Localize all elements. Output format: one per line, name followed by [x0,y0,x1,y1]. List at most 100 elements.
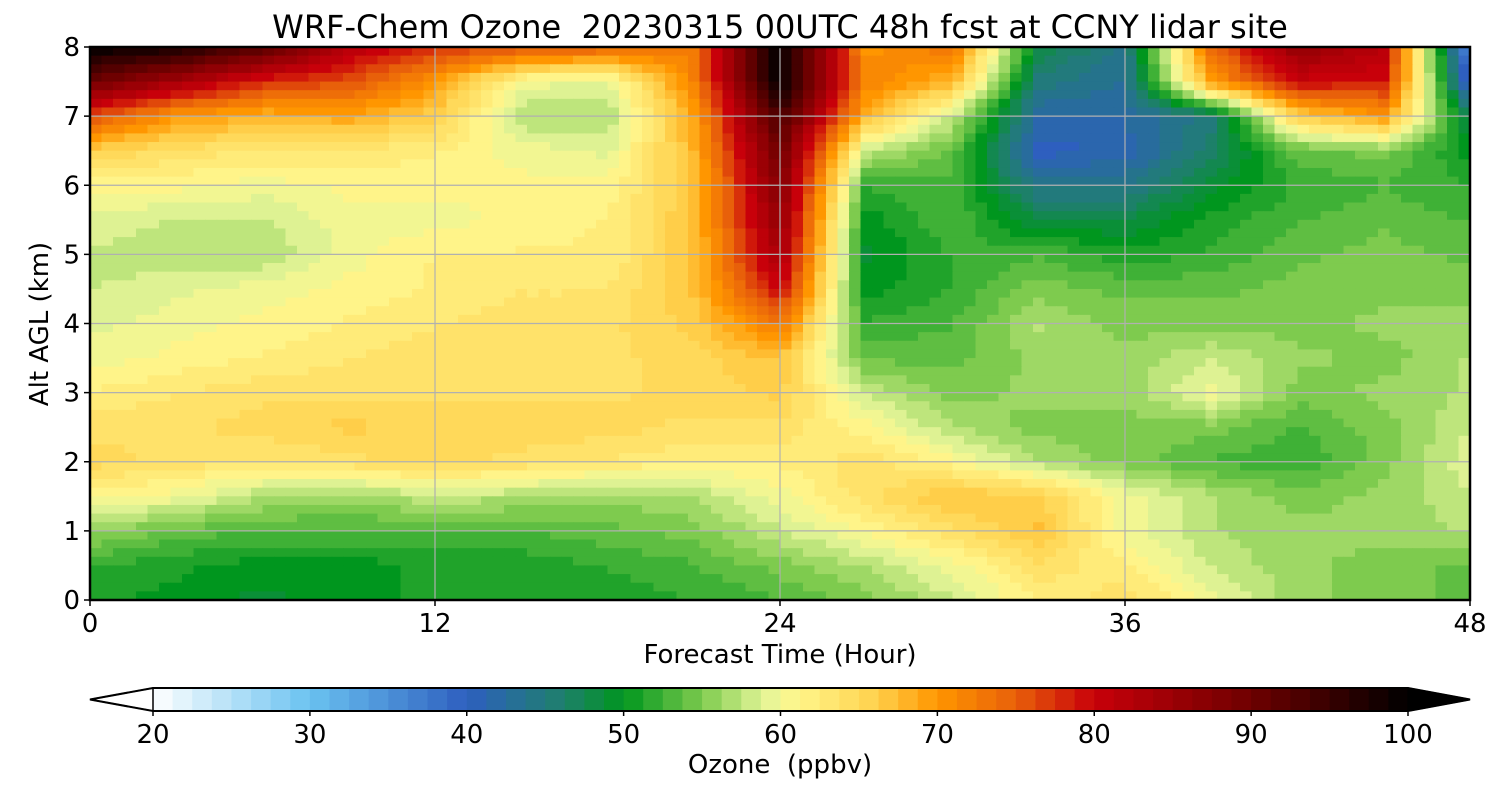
heatmap-cell [630,401,643,411]
heatmap-cell [1263,340,1276,351]
heatmap-cell [1010,150,1023,160]
heatmap-cell [630,280,643,290]
heatmap-cell [136,142,149,152]
heatmap-cell [1010,159,1023,169]
heatmap-cell [550,107,563,117]
heatmap-cell [745,349,758,359]
heatmap-cell [1378,124,1391,135]
heatmap-cell [1378,55,1391,65]
heatmap-cell [573,81,586,91]
heatmap-cell [1044,133,1057,143]
heatmap-cell [596,55,609,65]
heatmap-cell [1355,133,1368,143]
heatmap-cell [1286,107,1299,117]
heatmap-cell [1297,116,1310,126]
heatmap-cell [182,98,195,109]
heatmap-cell [653,98,666,109]
heatmap-cell [147,133,160,143]
heatmap-cell [699,366,712,376]
heatmap-cell [136,392,149,402]
heatmap-cell [676,90,689,100]
heatmap-cell [975,375,988,385]
heatmap-cell [653,358,666,368]
heatmap-cell [182,263,195,273]
heatmap-cell [1113,358,1126,368]
heatmap-cell [377,358,390,368]
heatmap-cell [1320,107,1333,117]
heatmap-cell [906,237,919,247]
heatmap-cell [768,64,781,74]
heatmap-cell [1113,280,1126,290]
heatmap-cell [435,98,448,109]
heatmap-cell [159,332,172,342]
heatmap-cell [1286,116,1299,126]
heatmap-cell [1113,150,1126,160]
heatmap-cell [147,392,160,402]
heatmap-cell [193,306,206,316]
heatmap-cell [170,90,183,100]
heatmap-cell [1297,271,1310,281]
heatmap-cell [1182,245,1195,255]
heatmap-cell [1136,64,1149,74]
heatmap-cell [308,263,321,273]
heatmap-cell [1044,271,1057,281]
heatmap-cell [872,159,885,169]
heatmap-cell [895,340,908,351]
heatmap-cell [193,81,206,91]
heatmap-cell [343,150,356,160]
heatmap-cell [1010,254,1023,264]
heatmap-cell [285,254,298,264]
heatmap-cell [515,228,528,238]
heatmap-cell [929,358,942,368]
heatmap-cell [1458,375,1470,385]
heatmap-cell [377,323,390,333]
heatmap-cell [1389,193,1402,204]
heatmap-cell [113,271,126,281]
heatmap-cell [803,185,816,195]
heatmap-cell [182,150,195,160]
heatmap-cell [952,383,965,394]
heatmap-cell [193,314,206,325]
heatmap-cell [1079,47,1092,57]
heatmap-cell [1435,142,1448,152]
heatmap-cell [872,98,885,109]
heatmap-cell [607,98,620,109]
heatmap-cell [826,55,839,65]
heatmap-cell [998,47,1011,57]
heatmap-cell [458,366,471,376]
heatmap-cell [285,358,298,368]
heatmap-cell [1159,271,1172,281]
heatmap-cell [1274,72,1287,83]
heatmap-cell [228,150,241,160]
heatmap-cell [1033,314,1046,325]
heatmap-cell [1424,90,1437,100]
heatmap-cell [837,116,850,126]
heatmap-cell [837,314,850,325]
heatmap-cell [883,288,896,299]
heatmap-cell [331,237,344,247]
heatmap-cell [1182,167,1195,178]
heatmap-cell [458,340,471,351]
heatmap-cell [538,142,551,152]
heatmap-cell [1033,47,1046,57]
heatmap-cell [228,219,241,230]
heatmap-cell [1447,133,1460,143]
heatmap-cell [274,64,287,74]
heatmap-cell [619,98,632,109]
heatmap-cell [584,167,597,178]
heatmap-cell [1366,392,1379,402]
heatmap-cell [527,297,540,307]
heatmap-cell [607,176,620,186]
heatmap-cell [504,107,517,117]
heatmap-cell [653,167,666,178]
heatmap-cell [228,116,241,126]
heatmap-cell [952,150,965,160]
heatmap-cell [757,193,770,204]
heatmap-cell [780,47,793,57]
heatmap-cell [170,375,183,385]
heatmap-cell [722,332,735,342]
heatmap-cell [136,150,149,160]
heatmap-cell [1217,159,1230,169]
heatmap-cell [147,107,160,117]
heatmap-cell [423,323,436,333]
